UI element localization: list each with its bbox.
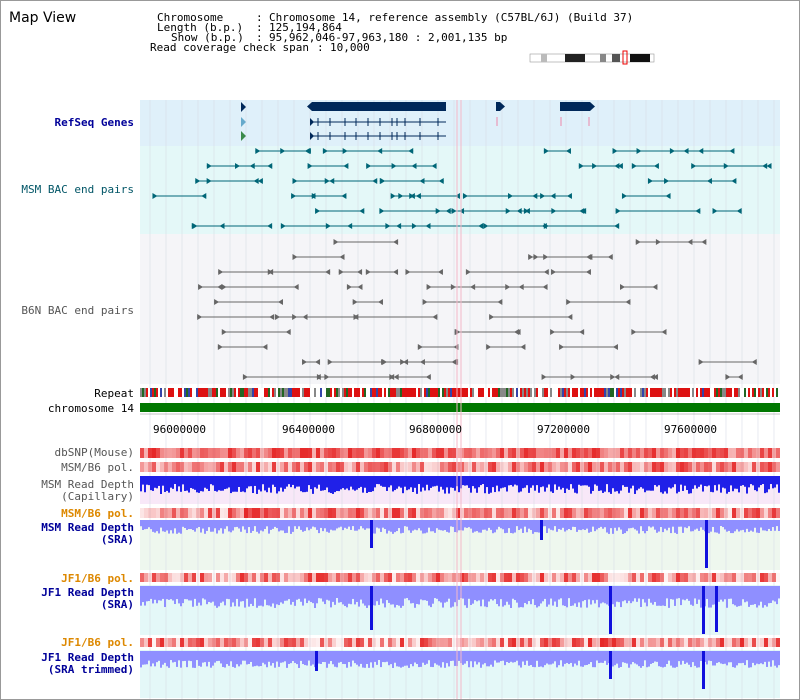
axis-tick-label: 96000000 xyxy=(153,423,206,436)
info-show-label: Show (b.p.) xyxy=(171,31,244,44)
info-sep-4: : xyxy=(317,41,324,54)
info-length-label: Length (b.p.) xyxy=(157,21,244,34)
track-label-msm-depth-sra-2: (SRA) xyxy=(100,533,134,546)
info-read-coverage-label: Read coverage check span xyxy=(150,41,309,54)
axis-tick-label: 97600000 xyxy=(664,423,717,436)
track-label-jf1-depth-trim-1[interactable]: JF1 Read Depth xyxy=(41,651,134,664)
msm-depth-capillary-track xyxy=(140,476,780,494)
track-label-msm-b6-pol[interactable]: MSM/B6 pol. xyxy=(61,461,134,474)
info-chromosome-label: Chromosome xyxy=(157,11,224,24)
track-label-jf1-depth-trim-2: (SRA trimmed) xyxy=(47,663,134,676)
track-label-jf1-b6-pol-2[interactable]: JF1/B6 pol. xyxy=(61,636,134,649)
repeat-track xyxy=(140,388,780,397)
track-label-dbsnp[interactable]: dbSNP(Mouse) xyxy=(54,446,134,459)
info-sep-3: : xyxy=(256,31,263,44)
msm-bac-end-pairs[interactable] xyxy=(152,148,772,229)
refseq-genes[interactable] xyxy=(241,102,595,141)
track-label-refseq[interactable]: RefSeq Genes xyxy=(54,116,134,129)
axis-tick-label: 96400000 xyxy=(282,423,335,436)
chromosome-bar xyxy=(140,403,780,412)
info-sep-1: : xyxy=(256,11,263,24)
b6n-bac-end-pairs[interactable] xyxy=(197,239,757,380)
track-label-b6n-bac[interactable]: B6N BAC end pairs xyxy=(21,304,134,317)
track-label-jf1-depth-sra-2: (SRA) xyxy=(100,598,134,611)
info-read-coverage-value: 10,000 xyxy=(330,41,370,54)
jf1-depth-sra-track xyxy=(140,586,780,634)
track-label-msm-depth-sra-1[interactable]: MSM Read Depth xyxy=(41,521,134,534)
info-show-value: 95,962,046-97,963,180 : 2,001,135 bp xyxy=(269,31,508,44)
msm-bac-track-bg xyxy=(140,146,780,234)
track-label-msm-bac[interactable]: MSM BAC end pairs xyxy=(21,183,134,196)
jf1-b6-pol-track xyxy=(140,573,780,582)
track-label-jf1-depth-sra-1[interactable]: JF1 Read Depth xyxy=(41,586,134,599)
info-length-value: 125,194,864 xyxy=(269,21,342,34)
page-title: Map View xyxy=(9,10,77,26)
b6n-bac-track-bg xyxy=(140,234,780,384)
axis-tick-label: 97200000 xyxy=(537,423,590,436)
msm-depth-sra-track xyxy=(140,520,780,568)
chromosome-ideogram xyxy=(529,50,655,65)
dbsnp-track xyxy=(140,448,780,458)
refseq-track-bg xyxy=(140,100,780,146)
track-label-repeat[interactable]: Repeat xyxy=(94,387,134,400)
axis-tick-label: 96800000 xyxy=(409,423,462,436)
jf1-depth-trimmed-track xyxy=(140,651,780,689)
track-label-jf1-b6-pol[interactable]: JF1/B6 pol. xyxy=(61,572,134,585)
info-chromosome-value: Chromosome 14, reference assembly (C57BL… xyxy=(269,11,634,24)
track-label-chromosome: chromosome 14 xyxy=(47,402,134,415)
info-sep-2: : xyxy=(256,21,263,34)
track-label-msm-depth-cap-1[interactable]: MSM Read Depth xyxy=(41,478,134,491)
msm-b6-pol-track-2 xyxy=(140,508,780,518)
jf1-b6-pol-track-2 xyxy=(140,638,780,647)
msm-b6-pol-track xyxy=(140,462,780,472)
track-label-msm-depth-cap-2: (Capillary) xyxy=(61,490,134,503)
track-label-msm-b6-pol-2[interactable]: MSM/B6 pol. xyxy=(61,507,134,520)
